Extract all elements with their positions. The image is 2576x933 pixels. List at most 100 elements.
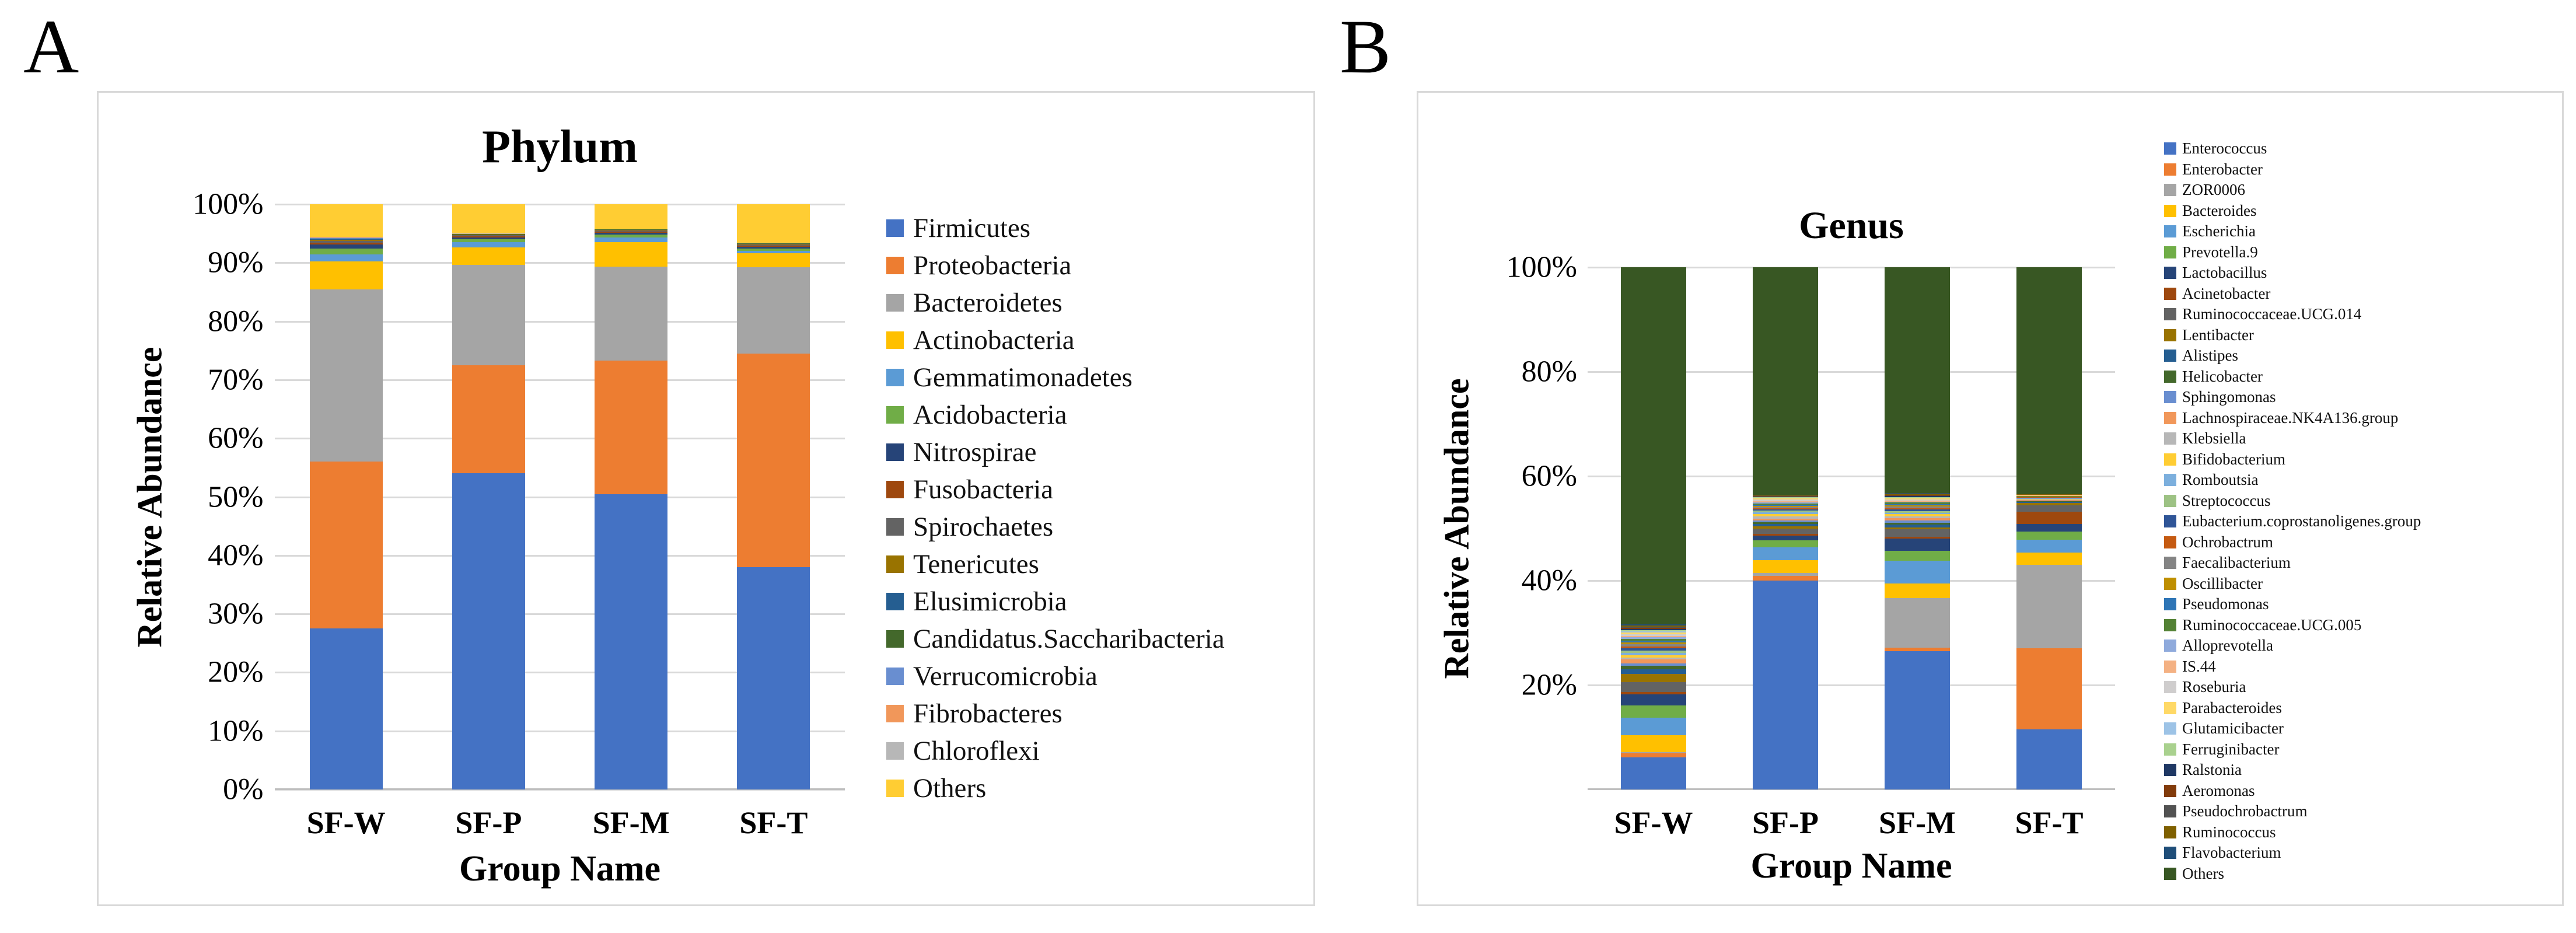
segment-Alloprevotella: [1620, 637, 1687, 639]
segment-Bacteroidetes: [309, 289, 383, 462]
legend-item-label: Lentibacter: [2182, 326, 2254, 344]
segment-Helicobacter: [2016, 501, 2082, 502]
gridline-70: [275, 379, 845, 381]
legend-item-Streptococcus: Streptococcus: [2164, 491, 2421, 512]
legend-swatch-icon: [2164, 536, 2176, 548]
segment-Bifidobacterium: [1752, 513, 1819, 517]
legend-item-label: Ferruginibacter: [2182, 740, 2280, 758]
x-tick-label-SF-M: SF-M: [1879, 805, 1956, 840]
segment-Glutamicibacter: [1620, 631, 1687, 633]
segment-Pseudomonas: [1752, 504, 1819, 506]
segment-Others: [1620, 267, 1687, 625]
segment-Bifidobacterium: [1884, 514, 1951, 516]
segment-Flavobacterium: [1884, 492, 1951, 494]
panel-b-genus-chart: Genus Relative Abundance 100% 80% 60% 40% 20…: [1417, 91, 2564, 906]
legend-item-label: Elusimicrobia: [913, 586, 1067, 617]
x-tick-label-SF-T: SF-T: [2015, 805, 2084, 840]
legend-item-label: Nitrospirae: [913, 437, 1037, 467]
segment-Bacteroides: [1884, 583, 1951, 599]
legend-item-Others: Others: [886, 770, 1225, 807]
legend-swatch-icon: [2164, 701, 2176, 714]
segment-Proteobacteria: [737, 353, 810, 567]
legend-item-Prevotella.9: Prevotella.9: [2164, 242, 2421, 263]
segment-Lactobacillus: [2016, 524, 2082, 532]
segment-Gemmatimonadetes: [452, 242, 525, 248]
segment-Eubacterium.coprostanoligenes.group: [1884, 509, 1951, 512]
legend-swatch-icon: [2164, 805, 2176, 818]
segment-Firmicutes: [595, 494, 668, 789]
legend-item-Chloroflexi: Chloroflexi: [886, 732, 1225, 770]
legend-item-ZOR0006: ZOR0006: [2164, 180, 2421, 201]
legend-item-Lentibacter: Lentibacter: [2164, 325, 2421, 346]
legend-swatch-icon: [886, 331, 904, 349]
segment-Sphingomonas: [1620, 663, 1687, 666]
segment-Tenericutes: [309, 240, 383, 242]
segment-Alistipes: [1620, 669, 1687, 675]
legend-item-label: Ochrobactrum: [2182, 533, 2273, 551]
segment-Ralstonia: [1752, 497, 1819, 498]
segment-Candidatus.Saccharibacteria: [737, 243, 810, 244]
segment-Acinetobacter: [2016, 511, 2082, 525]
legend-item-label: Actinobacteria: [913, 325, 1075, 355]
legend-item-Others: Others: [2164, 864, 2421, 885]
y-tick-label-100: 100%: [1506, 250, 1577, 284]
segment-Verrucomicrobia: [309, 238, 383, 239]
segment-Faecalibacterium: [2016, 497, 2082, 498]
legend-swatch-icon: [886, 443, 904, 461]
segment-Flavobacterium: [1620, 624, 1687, 626]
legend-swatch-icon: [2164, 246, 2176, 258]
legend-item-Oscillibacter: Oscillibacter: [2164, 574, 2421, 595]
segment-Escherichia: [1884, 561, 1951, 583]
segment-Parabacteroides: [1620, 633, 1687, 634]
segment-Acinetobacter: [1752, 534, 1819, 536]
legend-item-Fibrobacteres: Fibrobacteres: [886, 695, 1225, 732]
segment-Roseburia: [1620, 634, 1687, 636]
segment-Oscillibacter: [1884, 505, 1951, 507]
legend-item-Fusobacteria: Fusobacteria: [886, 471, 1225, 508]
legend-item-Elusimicrobia: Elusimicrobia: [886, 583, 1225, 620]
segment-Bacteroides: [1620, 735, 1687, 753]
stacked-bar-SF-M: [1884, 267, 1951, 789]
legend-item-Acidobacteria: Acidobacteria: [886, 396, 1225, 434]
legend-swatch-icon: [2164, 847, 2176, 859]
segment-Nitrospirae: [452, 237, 525, 239]
legend-swatch-icon: [886, 518, 904, 536]
segment-Bacteroidetes: [595, 267, 668, 361]
legend-swatch-icon: [886, 481, 904, 498]
legend-item-label: Acidobacteria: [913, 400, 1067, 430]
segment-Pseudochrobactrum: [1620, 627, 1687, 628]
legend-item-Sphingomonas: Sphingomonas: [2164, 387, 2421, 408]
legend-item-label: Oscillibacter: [2182, 574, 2263, 592]
segment-IS.44: [1620, 635, 1687, 638]
segment-Aeromonas: [1620, 627, 1687, 629]
legend-swatch-icon: [886, 369, 904, 386]
segment-Bacteroides: [2016, 552, 2082, 565]
legend-item-label: Proteobacteria: [913, 250, 1072, 281]
segment-Ruminococcaceae.UCG.005: [1752, 504, 1819, 505]
legend-swatch-icon: [2164, 660, 2176, 673]
segment-Ruminococcaceae.UCG.005: [1884, 502, 1951, 504]
gridline-20: [275, 672, 845, 674]
segment-Klebsiella: [2016, 499, 2082, 500]
y-tick-label-20: 20%: [1521, 668, 1577, 702]
legend-item-label: IS.44: [2182, 657, 2216, 675]
segment-Ochrobactrum: [1752, 508, 1819, 509]
stacked-bar-SF-W: [309, 204, 383, 789]
segment-Alistipes: [1752, 524, 1819, 526]
y-axis-title: Relative Abundance: [1437, 378, 1476, 679]
segment-Enterococcus: [1884, 651, 1951, 789]
segment-Aeromonas: [1884, 495, 1951, 497]
segment-Escherichia: [2016, 540, 2082, 553]
segment-Fibrobacteres: [309, 237, 383, 239]
gridline-20: [1588, 684, 2115, 686]
legend-item-label: Lachnospiraceae.NK4A136.group: [2182, 408, 2399, 427]
legend-swatch-icon: [2164, 722, 2176, 735]
segment-Firmicutes: [737, 567, 810, 789]
legend-swatch-icon: [2164, 681, 2176, 694]
legend-swatch-icon: [2164, 225, 2176, 238]
segment-Faecalibacterium: [1752, 506, 1819, 508]
segment-Streptococcus: [1752, 511, 1819, 512]
legend-item-Lachnospiraceae.NK4A136.group: Lachnospiraceae.NK4A136.group: [2164, 408, 2421, 429]
legend-item-label: Klebsiella: [2182, 429, 2246, 448]
segment-Lactobacillus: [1884, 539, 1951, 551]
